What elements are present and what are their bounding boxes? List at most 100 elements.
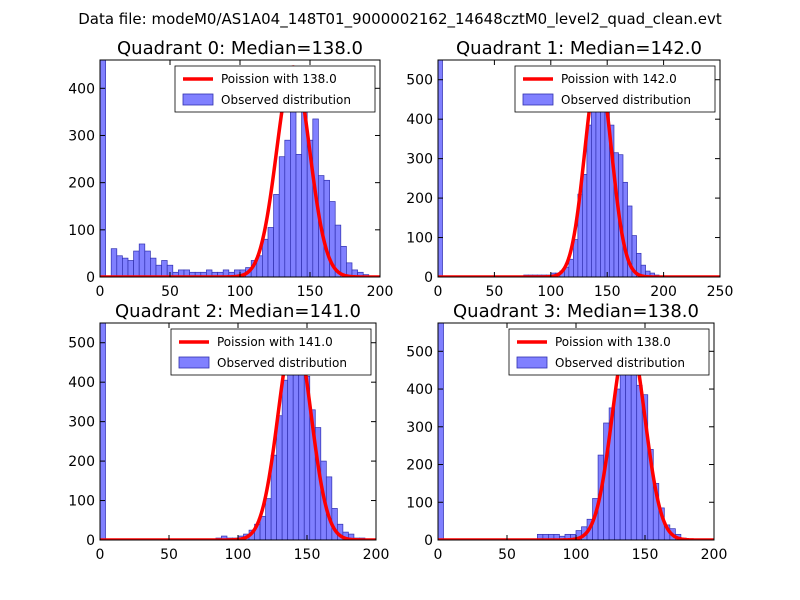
histogram-bar	[133, 250, 140, 277]
histogram-bar	[267, 227, 274, 277]
panel-quadrant-2: 0 50 100 150 200 0 100 200 300 400 500 Quadrant 2: …	[68, 301, 389, 563]
histogram-bar	[295, 153, 302, 277]
axes-frame	[437, 59, 721, 278]
histogram-bar	[600, 99, 606, 277]
x-tick-label: 50	[498, 547, 516, 563]
histogram-bar	[161, 260, 168, 277]
x-tick-label: 200	[701, 547, 728, 563]
y-tick-label: 500	[406, 344, 433, 360]
histogram-bar	[625, 358, 632, 540]
y-tick-label: 100	[68, 223, 95, 239]
histogram-bar	[278, 156, 286, 277]
histogram-bar	[150, 257, 157, 277]
histogram-bar	[110, 248, 118, 277]
x-tick-label: 250	[707, 284, 734, 300]
legend-poisson-label: Poission with 141.0	[217, 335, 333, 349]
histogram-bar	[622, 181, 628, 277]
y-tick-label: 400	[406, 112, 433, 128]
histogram-bar	[323, 179, 330, 277]
x-tick-label: 0	[96, 547, 105, 563]
panel-title: Quadrant 2: Median=141.0	[115, 301, 361, 322]
x-tick-label: 150	[594, 284, 621, 300]
legend: Poission with 138.0 Observed distribution	[174, 65, 376, 113]
histogram-bar	[568, 258, 574, 277]
histogram-bar	[265, 498, 272, 540]
poisson-curve	[438, 68, 720, 277]
plot-area	[100, 60, 380, 277]
panel-quadrant-0: 0 50 100 150 200 0 100 200 300 400 Quadrant 0: Med…	[68, 38, 393, 300]
histogram-bar	[591, 110, 597, 277]
y-tick-label: 100	[406, 495, 433, 511]
histogram-bar	[287, 358, 294, 540]
histogram-bar	[273, 194, 280, 277]
y-tick-label: 300	[406, 420, 433, 436]
histogram-bar	[340, 245, 347, 277]
legend-bar-swatch	[522, 93, 554, 106]
y-tick-label: 400	[406, 382, 433, 398]
legend-poisson-label: Poission with 142.0	[561, 72, 677, 86]
histogram-bar	[276, 415, 283, 540]
panel-quadrant-3: 0 50 100 150 200 0 100 200 300 400 500 Quadrant 3: …	[406, 301, 727, 563]
legend-poisson-label: Poission with 138.0	[555, 335, 671, 349]
y-tick-label: 300	[406, 152, 433, 168]
legend-hist-label: Observed distribution	[217, 356, 347, 370]
y-tick-label: 0	[86, 533, 95, 549]
x-tick-label: 200	[363, 547, 390, 563]
y-tick-label: 200	[406, 191, 433, 207]
legend-hist-label: Observed distribution	[555, 356, 685, 370]
y-tick-label: 100	[406, 231, 433, 247]
y-tick-label: 0	[86, 270, 95, 286]
y-tick-label: 200	[68, 176, 95, 192]
histogram-bar	[298, 350, 305, 540]
figure-suptitle: Data file: modeM0/AS1A04_148T01_90000021…	[78, 10, 722, 29]
histogram-bar	[155, 264, 162, 277]
x-tick-label: 50	[485, 284, 503, 300]
legend-poisson-label: Poission with 138.0	[221, 72, 337, 86]
y-tick-label: 200	[68, 454, 95, 470]
y-tick-label: 0	[424, 270, 433, 286]
x-tick-label: 200	[650, 284, 677, 300]
histogram-bar	[582, 174, 588, 277]
histogram-bar	[614, 388, 621, 540]
histogram-bar	[281, 379, 289, 540]
x-tick-label: 0	[434, 547, 443, 563]
x-tick-label: 150	[297, 284, 324, 300]
histogram-bar	[619, 350, 627, 540]
histogram-bar	[144, 250, 151, 277]
histogram-bar	[122, 257, 129, 277]
legend-bar-swatch	[516, 356, 548, 369]
x-tick-label: 0	[434, 284, 443, 300]
histogram-bar	[636, 384, 643, 540]
histogram-bar	[573, 239, 579, 277]
legend-hist-label: Observed distribution	[561, 93, 691, 107]
panel-quadrant-1: 0 50 100 150 200 250 0 100 200 300 400 500 Quadrant …	[406, 38, 733, 300]
y-tick-label: 500	[68, 336, 95, 352]
x-tick-label: 100	[537, 284, 564, 300]
histogram-bar	[438, 323, 444, 540]
histogram-bar	[262, 238, 269, 277]
panel-title: Quadrant 1: Median=142.0	[456, 38, 702, 59]
histogram-bar	[586, 124, 592, 277]
histogram-bar	[138, 243, 146, 277]
histogram-bar	[348, 533, 355, 540]
histogram-bar	[116, 255, 123, 277]
histogram-bar	[438, 60, 443, 277]
y-tick-label: 500	[406, 73, 433, 89]
plot-area	[100, 323, 376, 540]
y-tick-label: 400	[68, 81, 95, 97]
x-tick-label: 100	[225, 547, 252, 563]
y-tick-label: 400	[68, 375, 95, 391]
x-tick-label: 150	[632, 547, 659, 563]
x-tick-label: 50	[161, 284, 179, 300]
y-tick-label: 0	[424, 533, 433, 549]
x-tick-label: 200	[367, 284, 394, 300]
y-tick-label: 200	[406, 458, 433, 474]
histogram-bar	[100, 323, 106, 540]
x-tick-label: 100	[563, 547, 590, 563]
panel-title: Quadrant 3: Median=138.0	[453, 301, 699, 322]
x-tick-label: 100	[227, 284, 254, 300]
histogram-bar	[127, 260, 134, 277]
x-tick-label: 0	[96, 284, 105, 300]
panel-title: Quadrant 0: Median=138.0	[117, 38, 363, 59]
